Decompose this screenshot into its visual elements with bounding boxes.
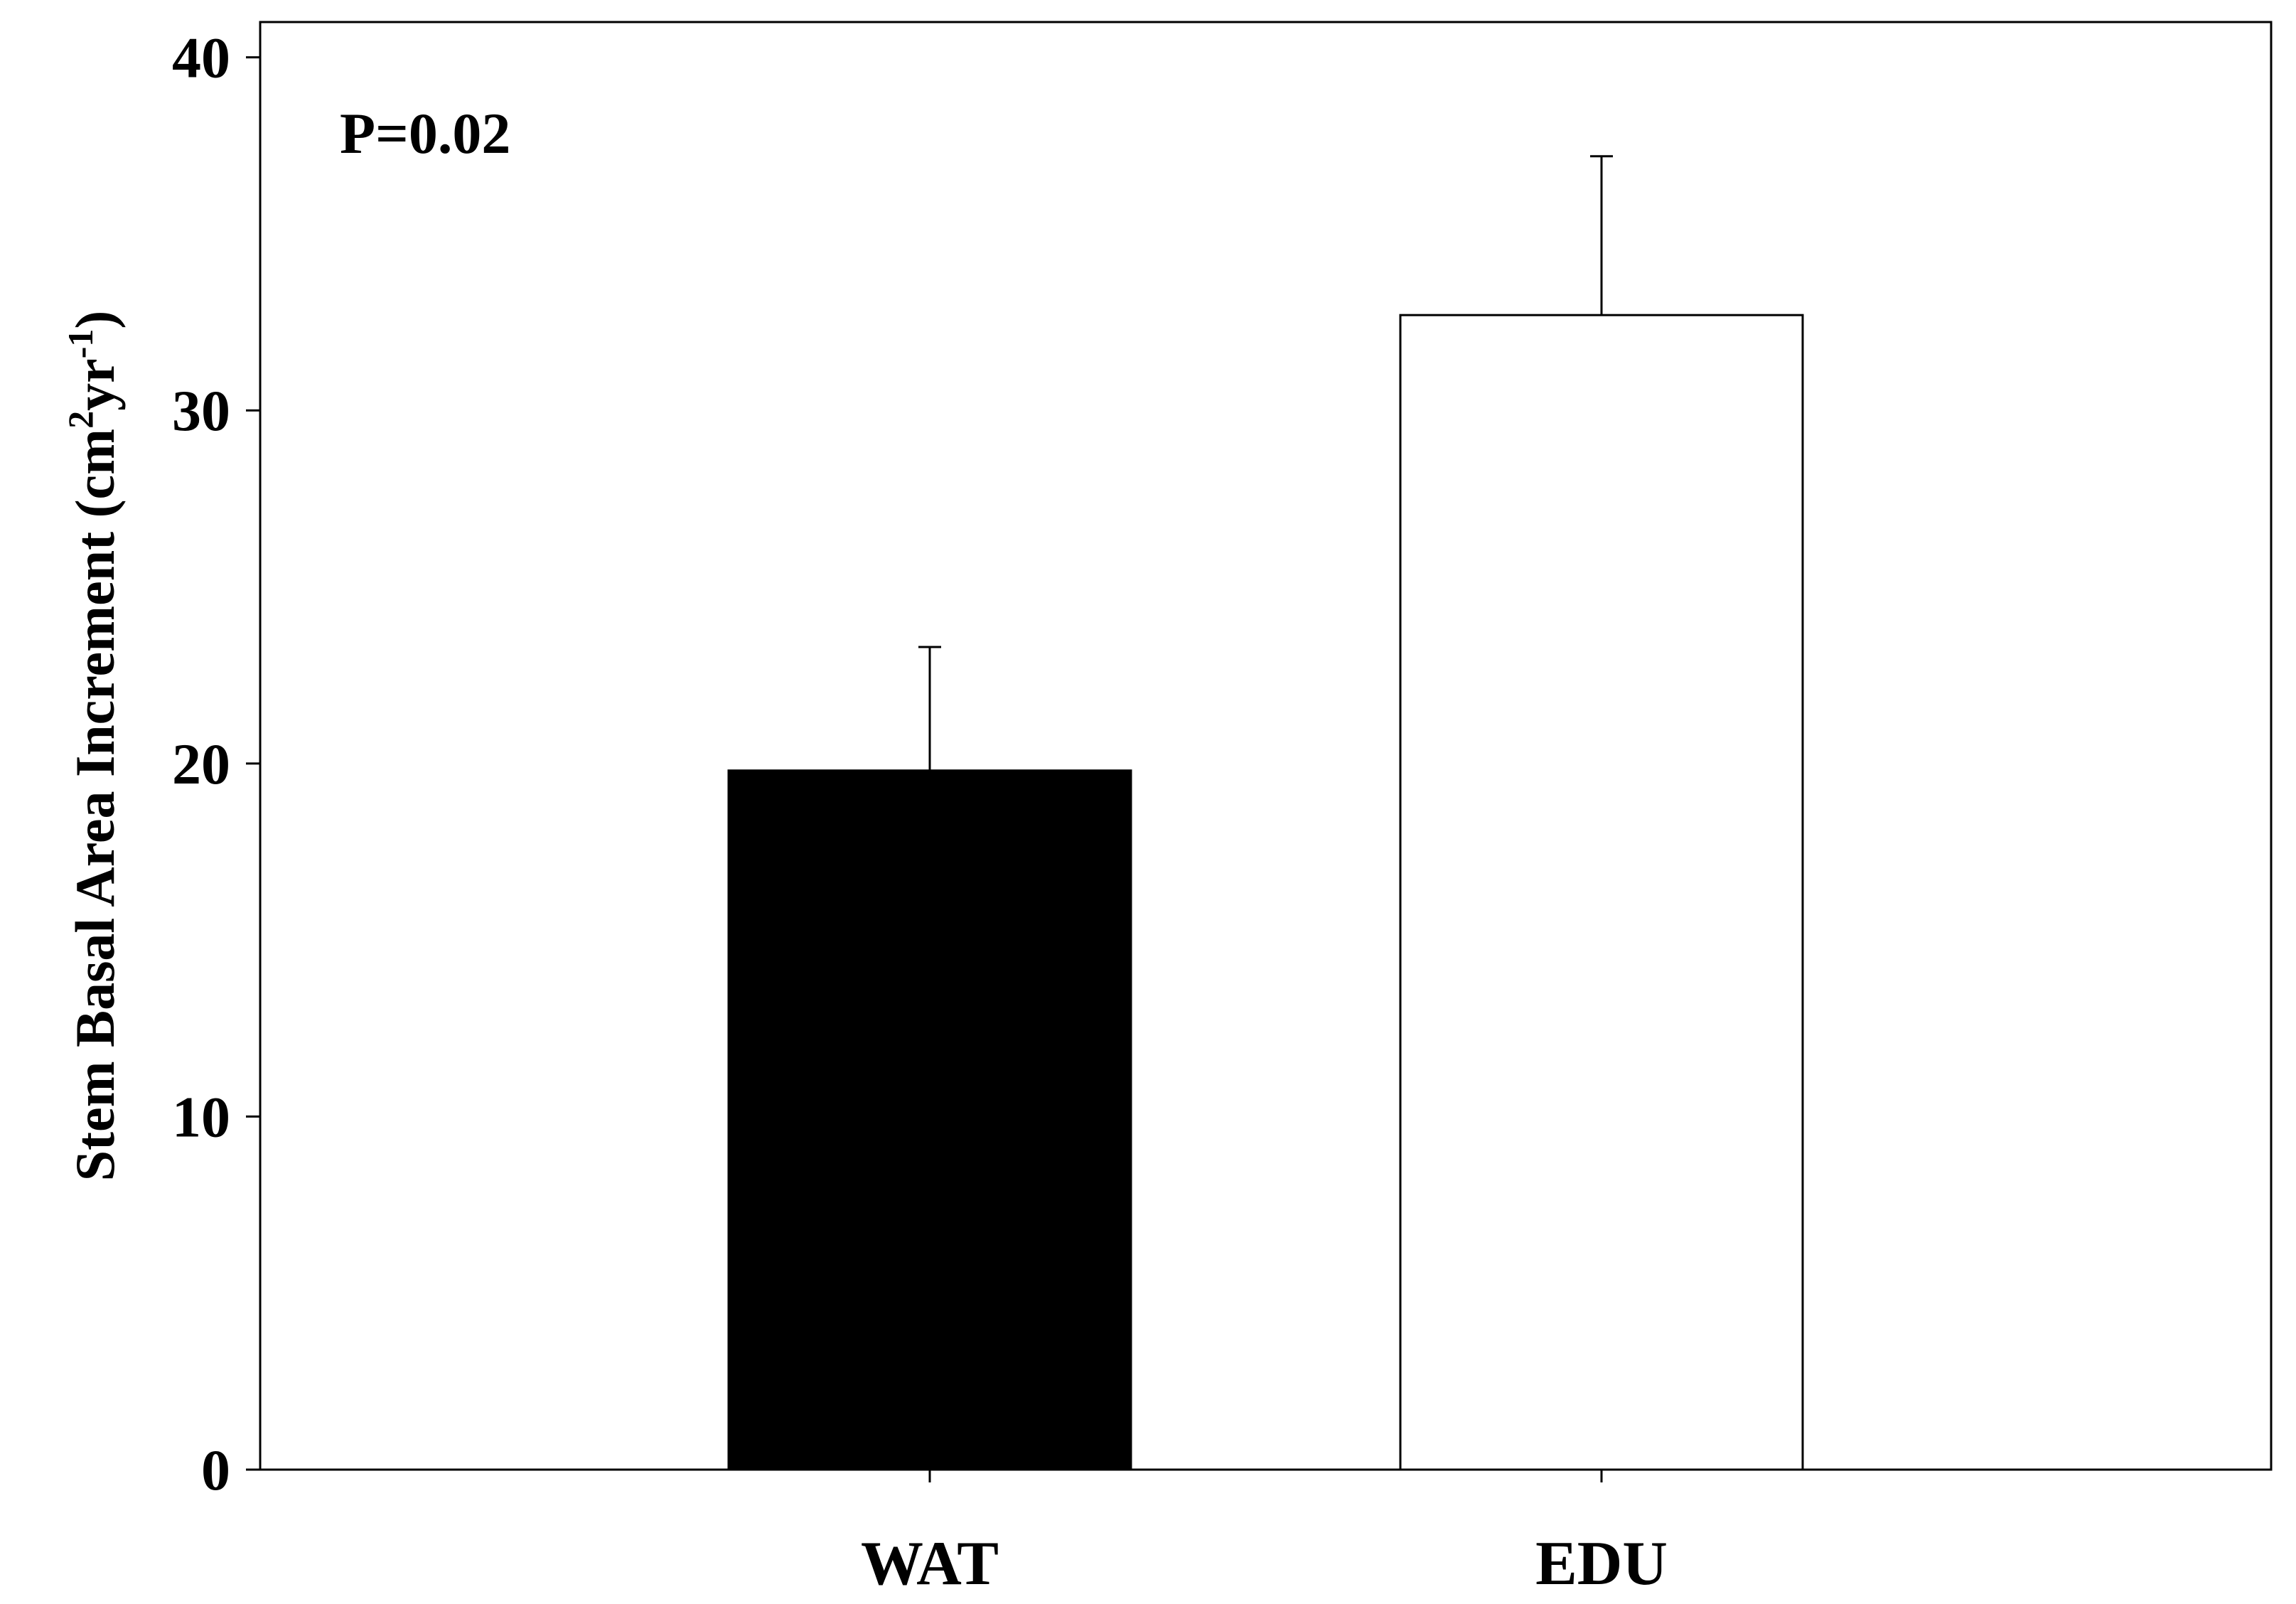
category-label-wat: WAT (861, 1529, 999, 1598)
p-value-annotation: P=0.02 (340, 101, 510, 166)
error-bars (918, 155, 1613, 771)
y-tick-label: 30 (172, 378, 230, 443)
y-axis-label-sup2: -1 (60, 329, 100, 359)
x-axis-ticks (928, 1470, 1603, 1482)
y-tick-label: 10 (172, 1084, 230, 1149)
y-axis-label-end: ) (64, 311, 126, 329)
category-labels: WAT EDU (861, 1529, 1668, 1598)
category-label-edu: EDU (1535, 1529, 1668, 1598)
plot-frame (259, 21, 2273, 1471)
y-tick-label: 20 (172, 732, 230, 796)
y-tick-label: 40 (172, 26, 230, 90)
bar-edu (1399, 314, 1804, 1471)
y-axis-label-mid: yr (64, 358, 126, 411)
y-axis-ticks: 0 10 20 30 40 (172, 26, 260, 1502)
y-tick-label: 0 (201, 1438, 230, 1502)
y-axis-label: Stem Basal Area Increment (cm2yr-1) (60, 311, 126, 1182)
bar-wat (727, 769, 1132, 1471)
bars (727, 314, 1804, 1471)
y-axis-label-text: Stem Basal Area Increment (cm (64, 429, 126, 1182)
y-axis-label-sup1: 2 (60, 411, 100, 429)
